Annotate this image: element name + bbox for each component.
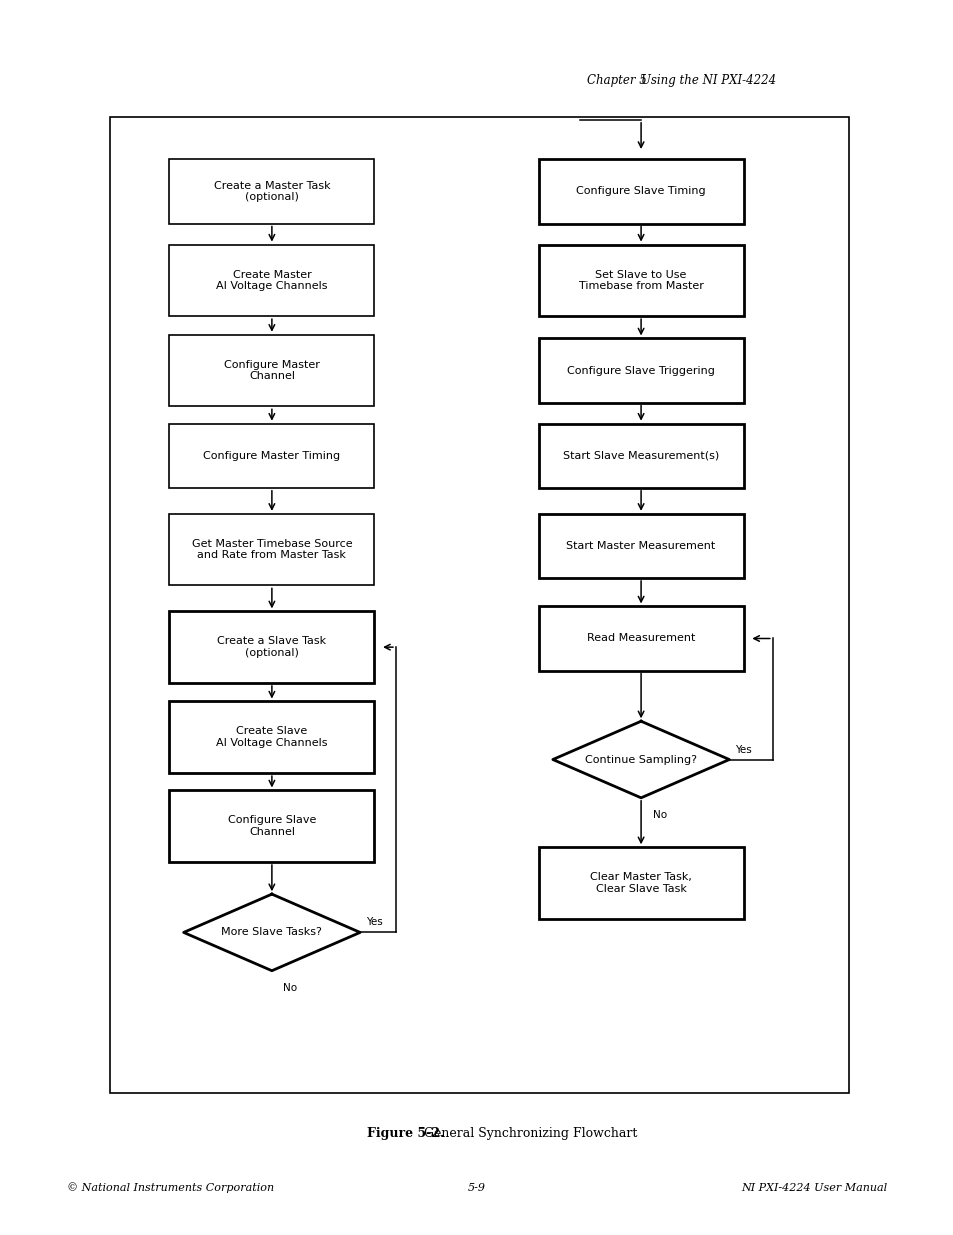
Polygon shape [553, 721, 728, 798]
Text: No: No [652, 810, 666, 820]
Text: Configure Slave Triggering: Configure Slave Triggering [566, 366, 715, 375]
Text: General Synchronizing Flowchart: General Synchronizing Flowchart [416, 1128, 637, 1140]
Text: Read Measurement: Read Measurement [586, 634, 695, 643]
Text: Create a Slave Task
(optional): Create a Slave Task (optional) [217, 636, 326, 658]
Text: Yes: Yes [735, 745, 751, 755]
Text: NI PXI-4224 User Manual: NI PXI-4224 User Manual [740, 1183, 886, 1193]
Bar [170, 701, 374, 773]
Bar [537, 159, 742, 224]
Bar [170, 790, 374, 862]
Bar [170, 611, 374, 683]
Text: Create a Master Task
(optional): Create a Master Task (optional) [213, 180, 330, 203]
Text: Using the NI PXI-4224: Using the NI PXI-4224 [640, 74, 776, 86]
Text: Configure Master
Channel: Configure Master Channel [224, 359, 319, 382]
Polygon shape [183, 894, 359, 971]
Bar [537, 514, 742, 578]
Bar [537, 606, 742, 671]
Text: Chapter 5: Chapter 5 [586, 74, 646, 86]
Text: 5-9: 5-9 [468, 1183, 485, 1193]
Text: Create Slave
AI Voltage Channels: Create Slave AI Voltage Channels [216, 726, 327, 748]
Bar [537, 847, 742, 919]
Bar [537, 424, 742, 488]
Text: Start Master Measurement: Start Master Measurement [566, 541, 715, 551]
Text: More Slave Tasks?: More Slave Tasks? [221, 927, 322, 937]
Bar [170, 159, 374, 224]
Text: Yes: Yes [365, 918, 382, 927]
Text: Configure Master Timing: Configure Master Timing [203, 451, 340, 461]
Text: Clear Master Task,
Clear Slave Task: Clear Master Task, Clear Slave Task [590, 872, 691, 894]
Text: No: No [283, 983, 297, 993]
Bar [170, 514, 374, 585]
Text: © National Instruments Corporation: © National Instruments Corporation [67, 1183, 274, 1193]
Text: Get Master Timebase Source
and Rate from Master Task: Get Master Timebase Source and Rate from… [192, 538, 352, 561]
Text: Configure Slave
Channel: Configure Slave Channel [228, 815, 315, 837]
Bar [537, 245, 742, 316]
Text: Figure 5-2.: Figure 5-2. [367, 1128, 444, 1140]
Text: Continue Sampling?: Continue Sampling? [584, 755, 697, 764]
Bar [110, 117, 848, 1093]
Text: Start Slave Measurement(s): Start Slave Measurement(s) [562, 451, 719, 461]
Bar [170, 424, 374, 488]
Bar [537, 338, 742, 403]
Text: Set Slave to Use
Timebase from Master: Set Slave to Use Timebase from Master [578, 269, 702, 291]
Text: Create Master
AI Voltage Channels: Create Master AI Voltage Channels [216, 269, 327, 291]
Bar [170, 245, 374, 316]
Bar [170, 335, 374, 406]
Text: Configure Slave Timing: Configure Slave Timing [576, 186, 705, 196]
